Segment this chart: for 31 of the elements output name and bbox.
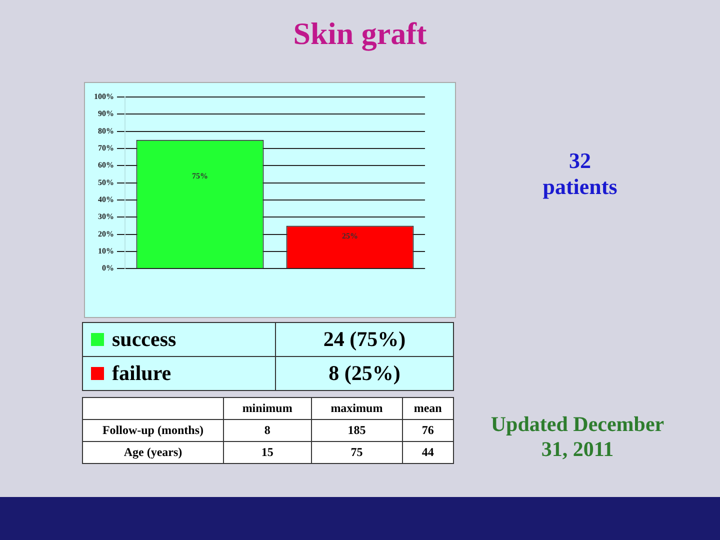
text: 75 (311, 442, 402, 464)
y-tick-label: 70% (98, 144, 114, 153)
chart-title: Skin graft (292, 16, 428, 52)
data-label: 75% (192, 171, 208, 180)
y-tick-label: 100% (94, 92, 114, 102)
y-tick-label: 80% (98, 126, 114, 136)
text: 8 (223, 420, 312, 442)
y-tick-label: 20% (98, 229, 114, 238)
text: 76 (402, 420, 454, 442)
text: mean (402, 398, 454, 420)
y-tick-label: 0% (102, 264, 114, 273)
y-tick-label: 90% (98, 109, 114, 118)
text: 15 (223, 442, 312, 464)
text: Follow-up (months) (82, 420, 224, 442)
text: 8 (25%) (275, 356, 454, 390)
data-label: 25% (342, 231, 358, 240)
legend-label: success (82, 322, 276, 356)
text: maximum (311, 398, 402, 420)
y-tick-label: 10% (98, 246, 114, 256)
y-tick-label: 30% (98, 212, 114, 222)
text: Age (years) (82, 442, 224, 464)
text: 24 (75%) (275, 322, 454, 356)
text: Updated December 31, 2011 (490, 412, 665, 462)
y-tick-label: 60% (98, 160, 114, 170)
y-tick-label: 50% (98, 178, 114, 187)
text: 44 (402, 442, 454, 464)
text: 185 (311, 420, 402, 442)
legend-label: failure (82, 356, 276, 390)
text: minimum (223, 398, 312, 420)
text: 32 patients (542, 148, 618, 200)
y-tick-label: 40% (98, 195, 114, 204)
